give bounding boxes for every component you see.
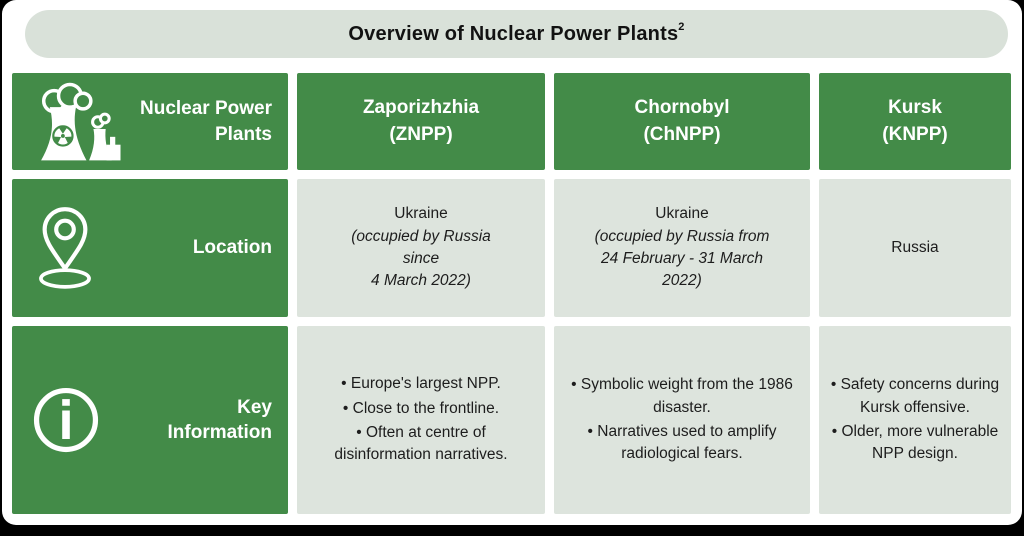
row-label-location: Location [12,179,288,317]
location-country: Ukraine [394,205,448,223]
title-bar: Overview of Nuclear Power Plants2 [25,10,1008,58]
cell-keyinfo-knpp: Safety concerns during Kursk offensive.O… [819,326,1011,514]
bullet-item: Close to the frontline. [307,398,535,420]
column-header-chnpp: Chornobyl (ChNPP) [554,73,810,170]
plant-code: (KNPP) [882,123,948,145]
plant-code: (ChNPP) [643,123,721,145]
header-corner-cell: Nuclear Power Plants [12,73,288,170]
plant-name: Kursk [888,96,942,118]
bullet-list: Symbolic weight from the 1986 disaster.N… [564,374,800,466]
cell-keyinfo-znpp: Europe's largest NPP. Close to the frontl… [297,326,545,514]
bullet-list: Safety concerns during Kursk offensive.O… [829,374,1001,466]
location-detail: (occupied by Russia since 4 March 2022) [351,227,491,290]
bullet-item: Older, more vulnerable NPP design. [829,421,1001,466]
cell-location-znpp: Ukraine (occupied by Russia since 4 Marc… [297,179,545,317]
column-header-knpp: Kursk (KNPP) [819,73,1011,170]
location-country: Russia [891,238,939,256]
row-label-text: Location [192,237,272,259]
bullet-item: Narratives used to amplify radiological … [564,421,800,466]
location-country: Ukraine [655,205,709,223]
cell-keyinfo-chnpp: Symbolic weight from the 1986 disaster.N… [554,326,810,514]
row-label-text: Key Information [167,396,273,443]
info-icon [28,382,104,458]
bullet-item: Safety concerns during Kursk offensive. [829,374,1001,419]
row-label-key-information: Key Information [12,326,288,514]
cell-location-chnpp: Ukraine (occupied by Russia from 24 Febr… [554,179,810,317]
page-frame: Overview of Nuclear Power Plants2 [2,0,1022,525]
title-superscript: 2 [678,20,685,33]
bullet-list: Europe's largest NPP. Close to the frontl… [307,373,535,467]
overview-table: Nuclear Power Plants Zaporizhzhia (ZNPP)… [12,73,1011,514]
plant-code: (ZNPP) [389,123,453,145]
corner-label: Nuclear Power Plants [140,98,272,145]
bullet-item: Europe's largest NPP. [307,373,535,395]
cell-location-knpp: Russia [819,179,1011,317]
location-detail: (occupied by Russia from 24 February - 3… [594,227,770,290]
location-pin-icon [28,200,102,296]
column-header-znpp: Zaporizhzhia (ZNPP) [297,73,545,170]
bullet-item: Symbolic weight from the 1986 disaster. [564,374,800,419]
page-title: Overview of Nuclear Power Plants2 [348,20,685,46]
plant-name: Chornobyl [634,96,730,118]
plant-name: Zaporizhzhia [362,96,480,118]
nuclear-plant-icon [28,82,124,162]
page-title-text: Overview of Nuclear Power Plants [348,22,679,45]
bullet-item: Often at centre of disinformation narrat… [307,422,535,467]
